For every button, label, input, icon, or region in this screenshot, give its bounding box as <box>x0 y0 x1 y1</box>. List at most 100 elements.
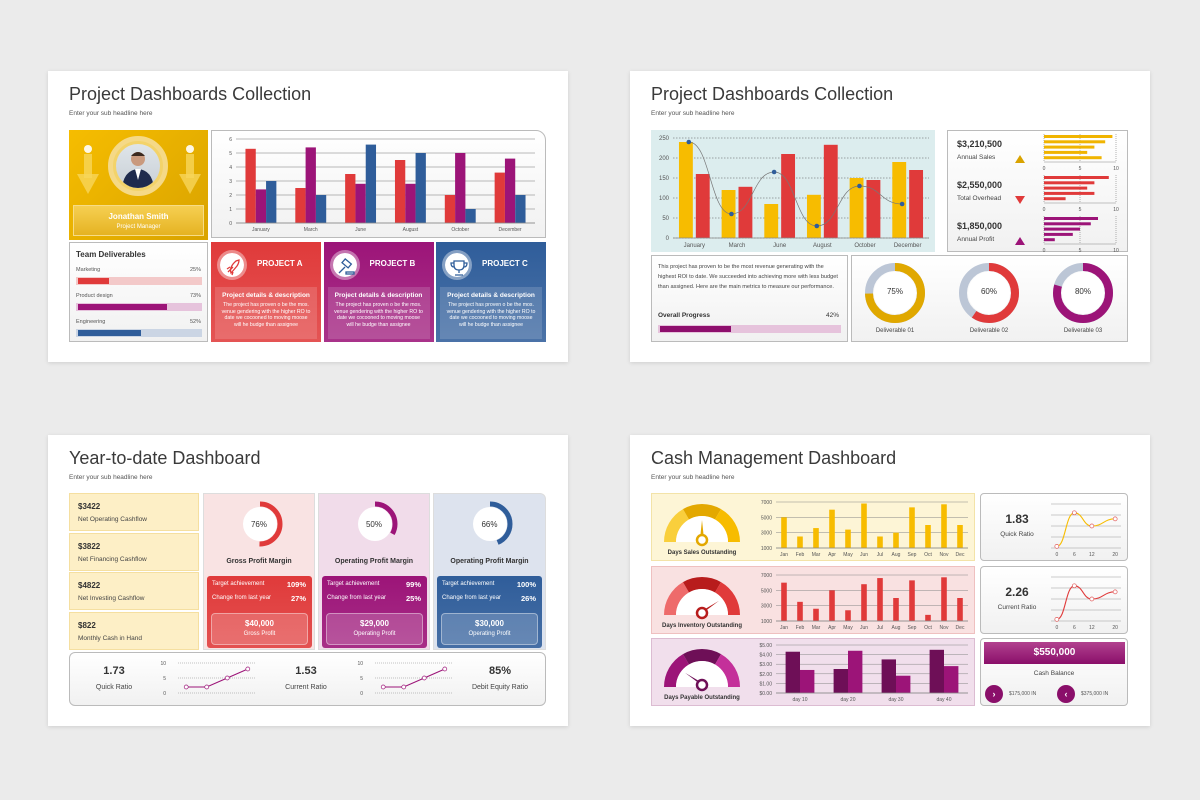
x-tick-label: 12 <box>1089 625 1095 631</box>
project-card[interactable]: PROJECT B Project details & description T… <box>323 242 434 342</box>
gauge-label: Days Sales Outstanding <box>667 550 737 556</box>
x-tick-label: Apr <box>828 625 836 631</box>
y-tick-label: 1 <box>229 207 232 213</box>
y-tick-label: 2 <box>229 193 232 199</box>
chevron-right-icon[interactable]: › <box>985 685 1003 703</box>
trend-up-icon <box>1015 237 1025 245</box>
ratio-value: 2.26 <box>1005 585 1029 599</box>
donut-label: Deliverable 01 <box>875 328 915 334</box>
cashflow-value: $3422 <box>78 502 101 511</box>
margin-card: 66% Operating Profit Margin Target achie… <box>433 493 546 650</box>
x-tick-label: Jan <box>780 552 788 558</box>
quick-ratio-line-chart: 0 5 10 <box>160 661 256 697</box>
rocket-icon <box>226 259 240 276</box>
slide-title: Project Dashboards Collection <box>69 84 312 104</box>
y-tick-label: $3.00 <box>759 662 772 668</box>
donut-value: 75% <box>886 287 903 296</box>
gauge-label: Days Inventory Outstanding <box>661 623 742 629</box>
donut-fill <box>959 263 1019 323</box>
project-card[interactable]: PROJECT C Project details & description T… <box>436 242 546 342</box>
avatar <box>108 136 168 196</box>
cashflow-label: Net Operating Cashflow <box>78 516 148 523</box>
bar <box>1044 156 1102 160</box>
kpi-hbar-chart: 0 5 10 <box>1043 134 1119 172</box>
x-tick-label: Mar <box>812 552 821 558</box>
bar <box>266 181 277 223</box>
x-tick-label: 12 <box>1089 552 1095 558</box>
bar <box>444 195 456 223</box>
y-tick-label: 4 <box>229 165 232 171</box>
line-point <box>1089 596 1095 602</box>
x-tick-label: day 10 <box>792 697 807 703</box>
trophy-icon <box>450 260 468 276</box>
cash-balance-box: $550,000 Cash Balance › $175,000 IN ‹ $3… <box>980 638 1128 706</box>
deliverable-progress-bar <box>76 303 202 311</box>
trend-up-icon <box>1015 155 1025 163</box>
chevron-left-icon[interactable]: ‹ <box>1057 685 1075 703</box>
bar <box>829 590 835 621</box>
bar <box>1044 238 1055 242</box>
deliverable-label: Marketing <box>76 267 101 273</box>
line-point <box>1054 616 1060 622</box>
y-tick-label: 100 <box>659 196 670 202</box>
x-tick-label: October <box>854 243 875 249</box>
bar <box>1044 217 1098 220</box>
y-tick-label: 250 <box>659 136 670 142</box>
x-tick-label: March <box>304 227 318 233</box>
dio-bar-chart: 1000 3000 5000 7000 Jan Feb Mar Apr May Jun Jul Aug… <box>761 573 968 631</box>
gauge-hub <box>695 678 709 692</box>
line-point <box>204 684 210 690</box>
project-card[interactable]: PROJECT A Project details & description T… <box>211 242 321 342</box>
y-tick-label: 0 <box>360 691 363 697</box>
bar <box>800 669 815 693</box>
slide-subtitle: Enter your sub headline here <box>69 110 153 117</box>
slide-subtitle: Enter your sub headline here <box>69 474 153 481</box>
slide-title: Year-to-date Dashboard <box>69 448 261 468</box>
x-tick-label: 10 <box>1113 207 1119 213</box>
y-tick-label: 10 <box>160 661 166 667</box>
bar <box>394 160 406 223</box>
bar <box>909 580 915 621</box>
cash-flow-label: $175,000 IN <box>1009 691 1037 697</box>
bar <box>849 178 864 238</box>
y-tick-label: 5 <box>163 676 166 682</box>
x-tick-label: June <box>355 227 366 233</box>
x-tick-label: 6 <box>1073 552 1076 558</box>
y-tick-label: 0 <box>229 221 232 227</box>
line-point <box>224 675 230 681</box>
donut-chart <box>1053 263 1113 323</box>
amount-value: $29,000 <box>360 619 389 628</box>
bar <box>813 528 819 548</box>
gauge-segment <box>683 577 721 593</box>
line-point <box>814 223 820 229</box>
arrow-down-icon <box>179 145 201 194</box>
y-tick-label: 7000 <box>761 500 772 506</box>
series-line <box>383 668 446 688</box>
cash-balance-label: Cash Balance <box>1033 670 1075 677</box>
project-description-box: Project details & description The project… <box>440 287 542 339</box>
dio-row: Days Inventory Outstanding 1000 3000 5000 7… <box>651 566 975 634</box>
kpi-value: $3,210,500 <box>957 139 1003 149</box>
margin-title: Operating Profit Margin <box>450 558 529 565</box>
x-tick-label: 10 <box>1113 248 1119 254</box>
bar <box>245 148 256 223</box>
project-body: The project has proven o be the mos. ven… <box>334 302 423 328</box>
gavel-icon <box>338 257 355 275</box>
project-body: The project has proven o be the mos. ven… <box>221 302 311 328</box>
bar <box>929 649 944 693</box>
cashflow-label: Net Investing Cashflow <box>78 595 145 602</box>
metric-label: Target achievement <box>327 581 380 587</box>
line-point <box>1112 589 1118 595</box>
bar <box>1044 140 1106 144</box>
bar <box>866 180 881 238</box>
bar <box>896 675 911 693</box>
y-tick-label: 10 <box>357 661 363 667</box>
line-point <box>1071 583 1077 589</box>
bar <box>365 144 377 223</box>
y-tick-label: $0.00 <box>759 691 772 697</box>
ratios-panel: 1.73 Quick Ratio 0 5 10 1.53 Current Ratio… <box>69 652 546 706</box>
margin-donut <box>352 501 398 547</box>
bar <box>806 194 821 238</box>
trend-down-icon <box>1015 196 1025 204</box>
x-tick-label: Nov <box>940 552 949 558</box>
